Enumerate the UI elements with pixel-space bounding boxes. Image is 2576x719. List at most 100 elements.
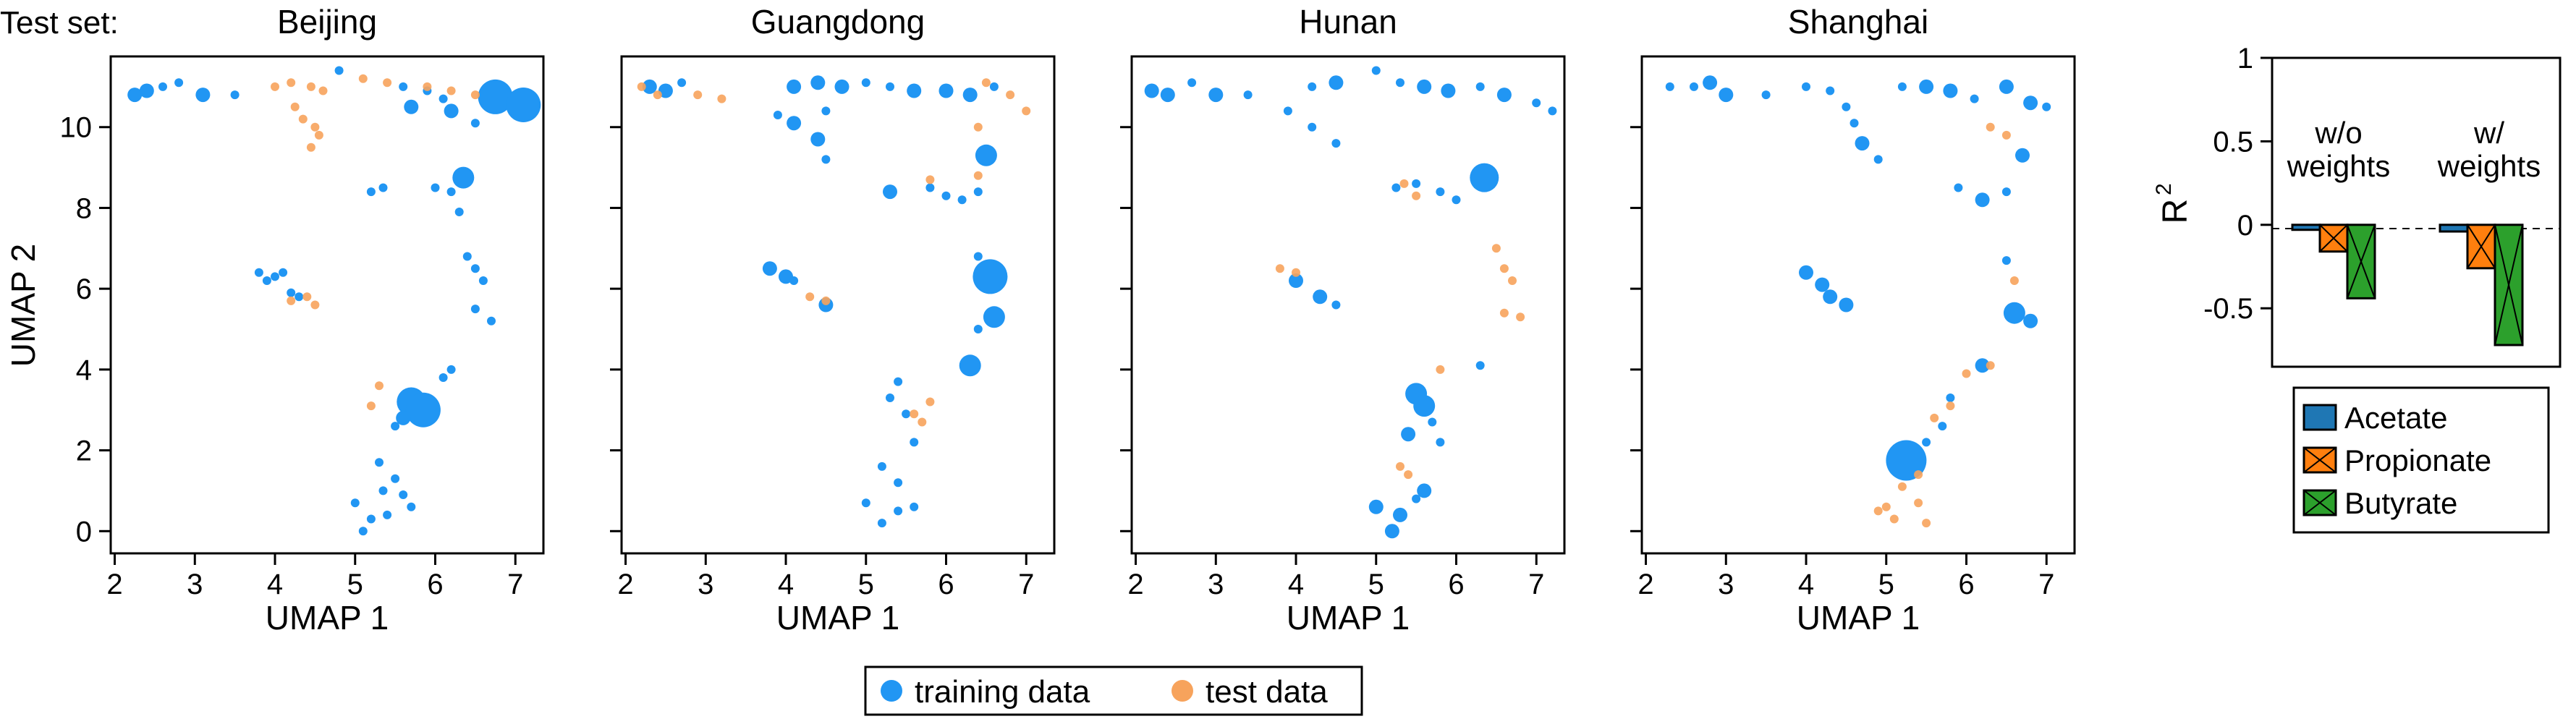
test-point bbox=[318, 86, 328, 95]
training-point bbox=[810, 132, 826, 147]
legend-propionate: Propionate bbox=[2344, 443, 2491, 477]
x-tick-label: 6 bbox=[1448, 569, 1464, 600]
training-point bbox=[254, 268, 263, 277]
test-point bbox=[306, 82, 315, 91]
training-point bbox=[195, 88, 211, 103]
training-point bbox=[910, 438, 919, 447]
training-point bbox=[1475, 82, 1485, 91]
test-point bbox=[314, 130, 323, 140]
test-point bbox=[1873, 506, 1883, 516]
test-point bbox=[925, 175, 935, 184]
test-point bbox=[1436, 365, 1445, 374]
test-point bbox=[310, 122, 320, 132]
test-point bbox=[2001, 130, 2011, 140]
test-point bbox=[910, 409, 919, 419]
training-point bbox=[1331, 139, 1341, 148]
training-point bbox=[1897, 82, 1907, 91]
y-tick-label: 8 bbox=[76, 192, 92, 224]
training-point bbox=[973, 325, 983, 333]
test-point bbox=[1946, 401, 1955, 411]
training-point bbox=[975, 144, 997, 166]
y-axis: 0 2 4 6 8 10 bbox=[60, 112, 111, 548]
training-point bbox=[1313, 289, 1328, 305]
test-point bbox=[375, 381, 384, 391]
x-tick-label: 2 bbox=[1637, 569, 1653, 600]
test-point bbox=[1889, 514, 1899, 524]
training-point bbox=[1970, 94, 1979, 103]
umap-panel-hunan: Hunan 2 3 4 5 6 7 UMAP 1 bbox=[1120, 3, 1566, 637]
group-label-with-line1: w/ bbox=[2473, 116, 2504, 150]
test-point bbox=[446, 86, 456, 95]
propionate-bar bbox=[2466, 224, 2496, 270]
test-point bbox=[1412, 191, 1421, 200]
bars bbox=[2291, 224, 2524, 346]
training-point bbox=[1532, 98, 1541, 108]
training-point bbox=[894, 478, 903, 488]
training-point bbox=[1470, 163, 1499, 192]
umap-panel-guangdong: Guangdong 2 3 4 5 6 7 UMAP 1 bbox=[610, 3, 1056, 637]
training-point bbox=[158, 82, 167, 91]
training-point bbox=[787, 116, 802, 131]
training-point bbox=[1703, 75, 1718, 90]
training-point bbox=[454, 208, 464, 216]
training-point bbox=[810, 75, 826, 90]
y-tick-label: 0 bbox=[76, 516, 92, 548]
training-point bbox=[405, 392, 441, 427]
butyrate-swatch-icon bbox=[2302, 489, 2337, 516]
test-point bbox=[1516, 312, 1525, 322]
y-tick-label: 0 bbox=[2237, 210, 2253, 242]
training-point bbox=[941, 191, 951, 200]
scatter-points bbox=[127, 66, 541, 536]
test-point bbox=[271, 82, 279, 91]
test-point bbox=[981, 78, 991, 88]
x-tick-label: 3 bbox=[698, 569, 713, 600]
training-point bbox=[378, 486, 388, 495]
training-point bbox=[1396, 78, 1404, 88]
training-point bbox=[1393, 507, 1407, 522]
test-point bbox=[298, 114, 308, 124]
y-axis bbox=[1120, 126, 1132, 532]
training-point bbox=[973, 187, 983, 197]
training-point bbox=[375, 458, 384, 467]
training-point bbox=[1690, 82, 1698, 91]
training-point bbox=[279, 268, 288, 277]
training-point bbox=[883, 184, 897, 200]
training-point bbox=[2023, 313, 2038, 328]
propionate-bar bbox=[2318, 224, 2349, 253]
legend-test: test data bbox=[1206, 674, 1328, 710]
training-point bbox=[989, 82, 999, 91]
training-point bbox=[959, 354, 981, 377]
training-point bbox=[1329, 75, 1344, 90]
x-axis-label: UMAP 1 bbox=[1797, 599, 1920, 637]
test-point bbox=[383, 78, 392, 88]
r2-label-superscript: 2 bbox=[2152, 183, 2176, 195]
training-point bbox=[487, 316, 496, 326]
training-point bbox=[1436, 438, 1445, 447]
training-point bbox=[642, 79, 657, 94]
training-point bbox=[1823, 289, 1838, 305]
training-point bbox=[1428, 417, 1437, 427]
training-point bbox=[894, 506, 903, 516]
scatter-legend: training data test data bbox=[864, 665, 1363, 716]
training-point bbox=[1208, 88, 1224, 103]
x-tick-label: 2 bbox=[617, 569, 633, 600]
training-point bbox=[1417, 79, 1432, 94]
panel-title: Hunan bbox=[1299, 3, 1397, 41]
umap-panel-shanghai: Shanghai 2 3 4 5 6 7 UMAP 1 bbox=[1630, 3, 2076, 637]
training-point bbox=[1436, 187, 1445, 197]
r2-axis-label: R 2 bbox=[2152, 183, 2195, 224]
y-axis bbox=[610, 126, 622, 532]
test-point bbox=[306, 142, 315, 152]
test-point bbox=[1986, 361, 1995, 370]
plot-frame bbox=[1640, 55, 2076, 555]
training-point bbox=[773, 111, 782, 119]
training-point bbox=[1815, 277, 1830, 292]
legend-training: training data bbox=[915, 674, 1090, 710]
figure-label: Test set: bbox=[0, 5, 119, 41]
training-point bbox=[2023, 95, 2038, 111]
training-point bbox=[2001, 187, 2011, 197]
legend-butyrate: Butyrate bbox=[2344, 486, 2457, 520]
training-point bbox=[287, 288, 296, 297]
training-point bbox=[1308, 122, 1317, 132]
training-point bbox=[366, 187, 376, 197]
